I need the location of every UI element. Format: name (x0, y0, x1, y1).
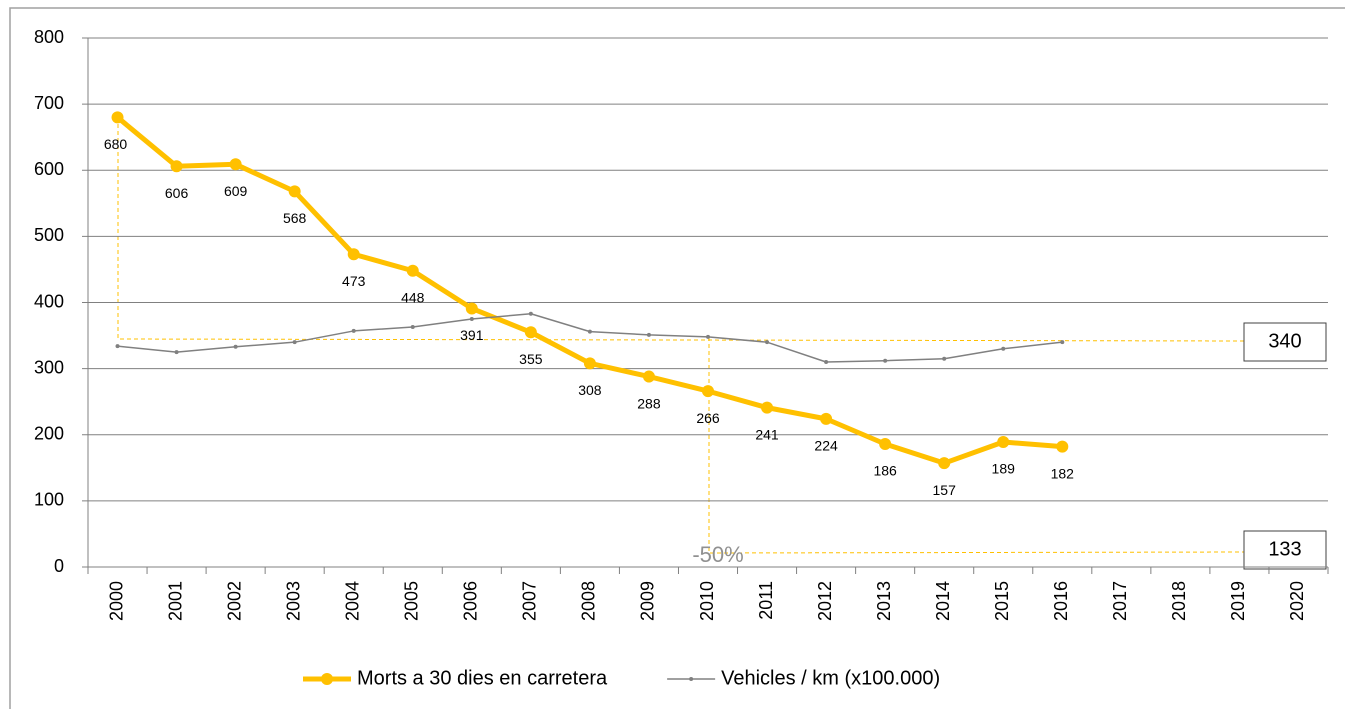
chart-border (9, 7, 1345, 709)
marker (229, 158, 242, 171)
marker (465, 302, 478, 315)
marker (883, 358, 888, 363)
legend-marker (321, 673, 333, 685)
data-label: 355 (519, 351, 543, 367)
marker (938, 457, 951, 470)
x-tick-label: 2009 (638, 581, 658, 621)
x-tick-label: 2017 (1110, 581, 1130, 621)
data-label: 182 (1051, 465, 1075, 481)
x-tick-label: 2010 (697, 581, 717, 621)
x-tick-label: 2000 (106, 581, 126, 621)
marker (1060, 340, 1065, 345)
data-label: 448 (401, 289, 425, 305)
marker (942, 356, 947, 361)
data-label: 224 (814, 438, 838, 454)
data-label: 606 (165, 185, 189, 201)
marker (233, 344, 238, 349)
x-tick-label: 2020 (1287, 581, 1307, 621)
annotation-box (1243, 322, 1327, 362)
reference-lines (117, 117, 1245, 554)
legend-label: Morts a 30 dies en carretera (357, 667, 608, 689)
data-label: 241 (755, 426, 779, 442)
marker (410, 324, 415, 329)
marker (292, 340, 297, 345)
y-tick-label: 400 (34, 291, 64, 311)
series-line (115, 115, 1063, 466)
x-tick-label: 2014 (933, 581, 953, 621)
marker (765, 340, 770, 345)
marker (351, 328, 356, 333)
x-tick-label: 2018 (1169, 581, 1189, 621)
marker (820, 412, 833, 425)
x-tick-label: 2007 (520, 581, 540, 621)
marker (406, 264, 419, 277)
series-line (117, 312, 1063, 363)
reference-line (117, 117, 1245, 342)
x-tick-label: 2019 (1228, 581, 1248, 621)
marker (761, 401, 774, 414)
data-label: 189 (992, 461, 1016, 477)
marker (469, 317, 474, 322)
data-label: 288 (637, 395, 661, 411)
data-label: 391 (460, 327, 484, 343)
marker (583, 357, 596, 370)
marker (111, 111, 124, 124)
annotation: 133 (1268, 538, 1301, 560)
x-tick-label: 2015 (992, 581, 1012, 621)
marker (524, 326, 537, 339)
marker (1056, 440, 1069, 453)
reference-line (708, 337, 1245, 554)
y-tick-label: 300 (34, 357, 64, 377)
marker (642, 370, 655, 383)
data-label: 266 (696, 410, 720, 426)
x-tick-label: 2008 (579, 581, 599, 621)
x-tick-label: 2016 (1051, 581, 1071, 621)
y-tick-label: 600 (34, 159, 64, 179)
marker (879, 438, 892, 451)
x-tick-label: 2003 (283, 581, 303, 621)
annotation-box (1243, 530, 1327, 570)
y-tick-label: 200 (34, 424, 64, 444)
y-tick-label: 800 (34, 27, 64, 47)
legend-marker (689, 677, 694, 681)
x-tick-label: 2011 (756, 581, 776, 620)
data-label: 568 (283, 210, 307, 226)
legend-label: Vehicles / km (x100.000) (721, 667, 940, 689)
marker (174, 350, 179, 355)
y-tick-label: 500 (34, 225, 64, 245)
x-tick-label: 2004 (342, 581, 362, 621)
marker (824, 360, 829, 365)
x-tick-label: 2013 (874, 581, 894, 621)
annotation: 340 (1268, 330, 1301, 352)
x-tick-label: 2001 (165, 581, 185, 621)
data-label: 680 (104, 136, 128, 152)
marker (288, 185, 301, 198)
x-tick-label: 2012 (815, 581, 835, 621)
data-label: 609 (224, 183, 248, 199)
marker (115, 344, 120, 349)
marker (587, 329, 592, 334)
data-label: 186 (873, 463, 897, 479)
marker (528, 311, 533, 316)
y-tick-label: 0 (54, 556, 64, 576)
data-label: 157 (933, 482, 957, 498)
x-tick-label: 2002 (224, 581, 244, 621)
marker (702, 385, 714, 398)
marker (706, 334, 710, 339)
x-tick-label: 2005 (402, 581, 422, 621)
data-label: 308 (578, 382, 602, 398)
x-tick-label: 2006 (461, 581, 481, 621)
marker (646, 332, 651, 337)
data-label: 473 (342, 273, 366, 289)
marker (347, 248, 360, 261)
marker (170, 160, 183, 173)
annotation: -50% (692, 542, 743, 567)
marker (997, 436, 1010, 449)
marker (1001, 346, 1006, 351)
y-tick-label: 100 (34, 490, 64, 510)
y-tick-label: 700 (34, 93, 64, 113)
